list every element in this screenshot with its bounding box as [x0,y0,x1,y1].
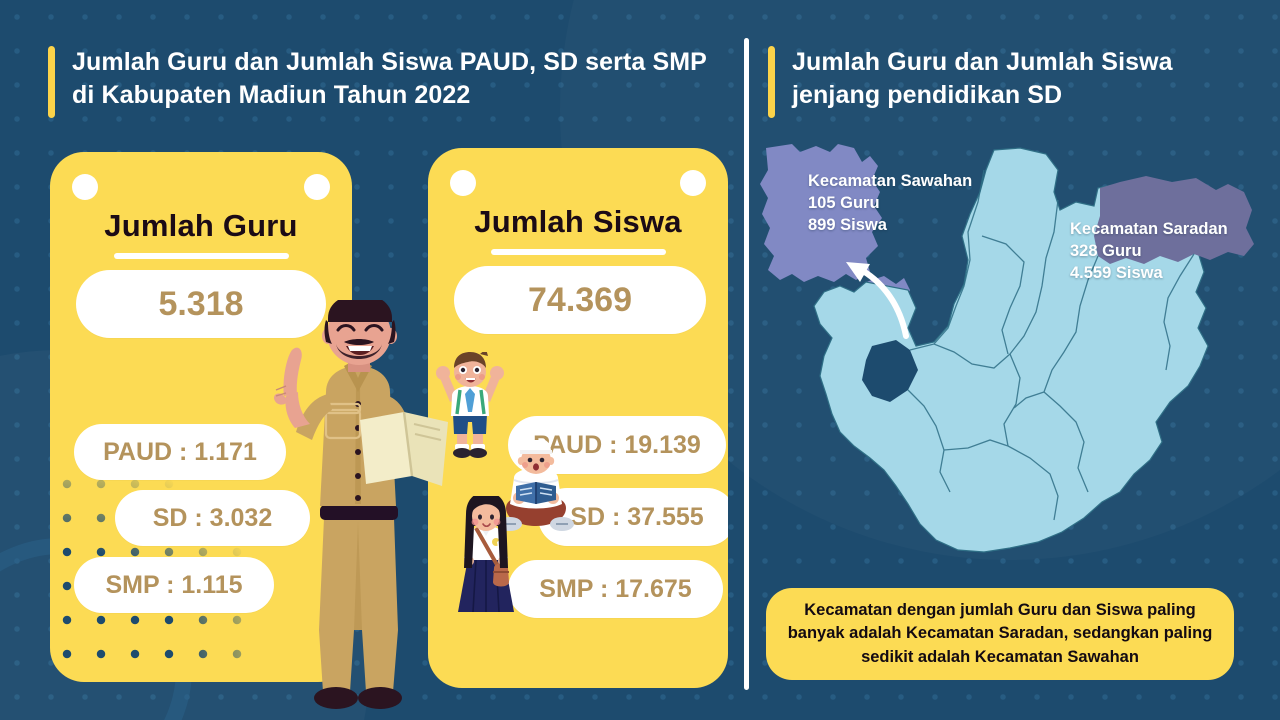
card-siswa-header: Jumlah Siswa [428,204,728,255]
right-panel-title: Jumlah Guru dan Jumlah Siswa jenjang pen… [768,46,1228,118]
map-region-saradan[interactable] [1094,176,1254,264]
punch-hole-icon [304,174,330,200]
card-siswa-smp-pill: SMP : 17.675 [508,560,723,618]
punch-hole-icon [450,170,476,196]
title-accent-bar [48,46,55,118]
map-label-saradan-guru: 328 Guru [1070,242,1142,261]
punch-hole-icon [72,174,98,200]
card-title-underline [490,249,666,255]
card-guru-title: Jumlah Guru [104,208,298,243]
card-title-underline [113,253,289,259]
card-guru-sd-pill: SD : 3.032 [115,490,310,546]
map-region-accent-dark [862,340,918,402]
map-region-sawahan-callout[interactable] [760,144,882,282]
madiun-regency-map [758,140,1268,570]
map-label-sawahan-guru: 105 Guru [808,194,880,213]
map-label-sawahan-siswa: 899 Siswa [808,216,887,235]
card-siswa-title: Jumlah Siswa [474,204,682,239]
map-svg [760,144,1254,553]
student-cheering-illustration [436,352,504,458]
map-label-sawahan-name: Kecamatan Sawahan [808,172,973,190]
map-label-saradan-siswa: 4.559 Siswa [1070,264,1163,283]
map-label-saradan-name: Kecamatan Saradan [1070,220,1228,238]
title-accent-bar [768,46,775,118]
punch-hole-icon [680,170,706,196]
teacher-illustration [273,300,448,709]
card-guru-smp-pill: SMP : 1.115 [74,557,274,613]
map-label-saradan: Kecamatan Saradan 328 Guru 4.559 Siswa [1070,218,1270,284]
summary-caption-text: Kecamatan dengan jumlah Guru dan Siswa p… [787,600,1213,666]
card-siswa-sd-pill: SD : 37.555 [538,488,728,546]
map-label-sawahan: Kecamatan Sawahan 105 Guru 899 Siswa [808,170,1023,236]
map-district-boundaries [907,169,1195,521]
card-siswa-total-pill: 74.369 [454,266,706,334]
card-guru-total-pill: 5.318 [76,270,326,338]
left-title-text: Jumlah Guru dan Jumlah Siswa PAUD, SD se… [72,48,707,109]
card-guru-paud-pill: PAUD : 1.171 [74,424,286,480]
vertical-divider [744,38,749,690]
left-panel-title: Jumlah Guru dan Jumlah Siswa PAUD, SD se… [48,46,708,118]
right-title-text: Jumlah Guru dan Jumlah Siswa jenjang pen… [792,48,1173,109]
summary-caption-box: Kecamatan dengan jumlah Guru dan Siswa p… [766,588,1234,680]
student-girl-illustration [458,496,514,613]
map-callout-arrow-icon [846,262,909,339]
card-guru-header: Jumlah Guru [50,208,352,259]
